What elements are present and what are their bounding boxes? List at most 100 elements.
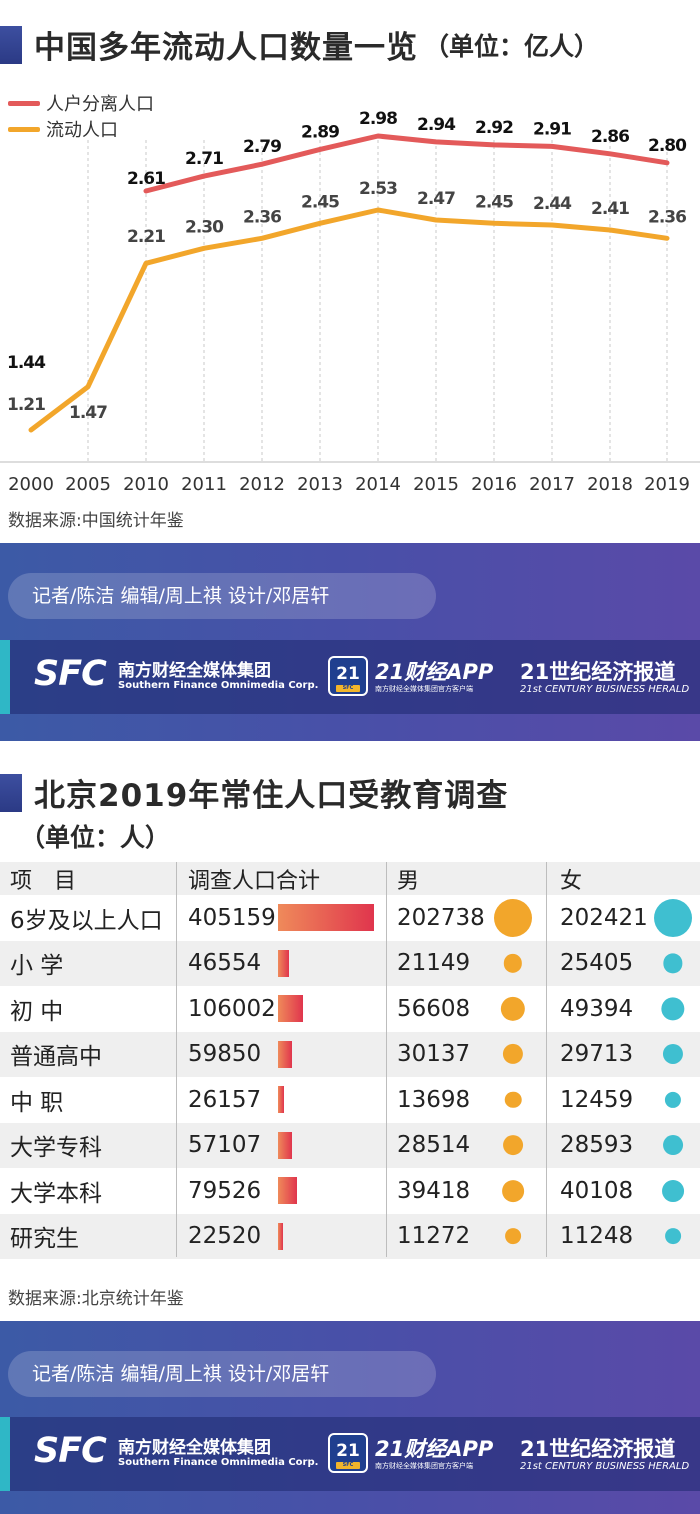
sfc-name-en: Southern Finance Omnimedia Corp. — [118, 680, 319, 691]
row-total: 57107 — [188, 1132, 262, 1159]
row-total: 405159 — [188, 904, 276, 931]
row-male: 11272 — [397, 1223, 471, 1250]
header-item: 项 目 — [10, 868, 77, 894]
data-label-floating: 2.47 — [417, 189, 455, 209]
table-row: 普通高中 59850 30137 29713 — [0, 1031, 700, 1077]
row-male: 39418 — [397, 1177, 471, 1204]
table-source: 数据来源:北京统计年鉴 — [8, 1289, 184, 1309]
row-female: 29713 — [560, 1041, 634, 1068]
app-name: 21财经APP — [375, 660, 494, 684]
male-dot — [502, 1044, 524, 1065]
x-tick-label: 2011 — [181, 474, 227, 495]
row-female: 49394 — [560, 995, 634, 1022]
credits-band-1: 记者/陈洁 编辑/周上祺 设计/邓居轩 SFC 南方财经全媒体集团 Southe… — [0, 543, 700, 741]
row-total: 22520 — [188, 1223, 262, 1250]
total-bar — [278, 1177, 297, 1205]
male-dot — [503, 1135, 523, 1156]
x-tick-label: 2000 — [8, 474, 54, 495]
row-total: 79526 — [188, 1177, 262, 1204]
table-row: 小 学 46554 21149 25405 — [0, 940, 700, 986]
title-accent-bar — [0, 25, 22, 64]
table-row: 6岁及以上人口 405159 202738 202421 — [0, 895, 700, 941]
row-label: 6岁及以上人口 — [10, 907, 163, 934]
x-tick-label: 2012 — [239, 474, 285, 495]
data-label-floating: 2.36 — [648, 207, 686, 227]
row-male: 202738 — [397, 904, 485, 931]
x-tick-label: 2013 — [297, 474, 343, 495]
row-total: 26157 — [188, 1086, 262, 1113]
sfc-name-cn: 南方财经全媒体集团 — [118, 1438, 271, 1458]
male-dot — [503, 954, 523, 973]
legend-swatch-orange — [8, 126, 40, 132]
app-sub: 南方财经全媒体集团官方客户端 — [375, 1462, 473, 1470]
credits-band-2: 记者/陈洁 编辑/周上祺 设计/邓居轩 SFC 南方财经全媒体集团 Southe… — [0, 1321, 700, 1514]
table-row: 大学专科 57107 28514 28593 — [0, 1122, 700, 1168]
table-divider — [176, 862, 177, 1257]
data-label-floating: 1.21 — [7, 395, 45, 415]
row-male: 21149 — [397, 950, 471, 977]
female-dot — [663, 953, 683, 973]
herald-name-en: 21st CENTURY BUSINESS HERALD — [520, 1461, 690, 1472]
male-dot — [502, 1179, 524, 1202]
header-female: 女 — [560, 868, 583, 894]
row-female: 202421 — [560, 904, 648, 931]
chart-title-row: 中国多年流动人口数量一览 （单位：亿人） — [0, 22, 599, 67]
table-title-row: 北京2019年常住人口受教育调查 — [0, 770, 508, 815]
title-accent-bar-2 — [0, 773, 22, 812]
data-label-separated: 2.94 — [417, 115, 456, 135]
series-line-floating — [28, 207, 670, 433]
row-male: 56608 — [397, 995, 471, 1022]
row-female: 28593 — [560, 1132, 634, 1159]
x-tick-label: 2010 — [123, 474, 169, 495]
row-total: 59850 — [188, 1041, 262, 1068]
x-tick-label: 2019 — [644, 474, 690, 495]
data-label-separated: 2.89 — [301, 122, 339, 142]
male-dot — [504, 1091, 522, 1109]
x-tick-label: 2016 — [471, 474, 517, 495]
chart-source: 数据来源:中国统计年鉴 — [8, 511, 184, 531]
x-tick-label: 2015 — [413, 474, 459, 495]
row-female: 12459 — [560, 1086, 634, 1113]
app-name: 21财经APP — [375, 1437, 494, 1461]
row-male: 13698 — [397, 1086, 471, 1113]
credits-pill-2: 记者/陈洁 编辑/周上祺 设计/邓居轩 — [8, 1351, 436, 1397]
male-dot — [500, 996, 526, 1021]
data-label-floating: 1.47 — [69, 403, 107, 423]
row-female: 40108 — [560, 1177, 634, 1204]
male-dot — [505, 1228, 521, 1245]
chart-title: 中国多年流动人口数量一览 — [34, 30, 418, 66]
row-total: 46554 — [188, 950, 262, 977]
legend-label-separated: 人户分离人口 — [46, 94, 154, 115]
sfc-name-cn: 南方财经全媒体集团 — [118, 661, 271, 681]
row-label: 研究生 — [10, 1226, 79, 1253]
sfc-logo: SFC — [34, 1431, 107, 1471]
table-divider — [546, 862, 547, 1257]
female-dot — [664, 1091, 682, 1108]
data-label-separated: 2.71 — [185, 149, 223, 169]
herald-name: 21世纪经济报道 — [520, 660, 676, 684]
table-row: 研究生 22520 11272 11248 — [0, 1213, 700, 1259]
table-row: 初 中 106002 56608 49394 — [0, 986, 700, 1032]
credits-pill: 记者/陈洁 编辑/周上祺 设计/邓居轩 — [8, 573, 436, 619]
table-unit: （单位：人） — [20, 823, 171, 852]
data-label-separated: 2.98 — [359, 109, 397, 129]
row-male: 28514 — [397, 1132, 471, 1159]
total-bar — [278, 1040, 293, 1068]
data-label-floating: 2.36 — [243, 207, 281, 227]
series-line-separated — [143, 133, 670, 194]
row-label: 中 职 — [10, 1089, 64, 1116]
app-badge-icon: 21 SFC — [328, 1433, 368, 1473]
total-bar — [278, 1086, 285, 1114]
total-bar — [278, 995, 304, 1023]
data-label-floating: 2.44 — [533, 194, 572, 214]
data-label-separated: 2.80 — [648, 136, 687, 156]
row-label: 小 学 — [10, 953, 64, 980]
brand-strip: SFC 南方财经全媒体集团 Southern Finance Omnimedia… — [0, 640, 700, 714]
male-dot — [494, 898, 532, 937]
data-label-separated: 2.92 — [475, 118, 513, 138]
table-title: 北京2019年常住人口受教育调查 — [34, 778, 509, 814]
row-total: 106002 — [188, 995, 276, 1022]
data-label-floating: 2.45 — [475, 192, 513, 212]
x-tick-label: 2014 — [355, 474, 401, 495]
x-tick-label: 2005 — [65, 474, 111, 495]
